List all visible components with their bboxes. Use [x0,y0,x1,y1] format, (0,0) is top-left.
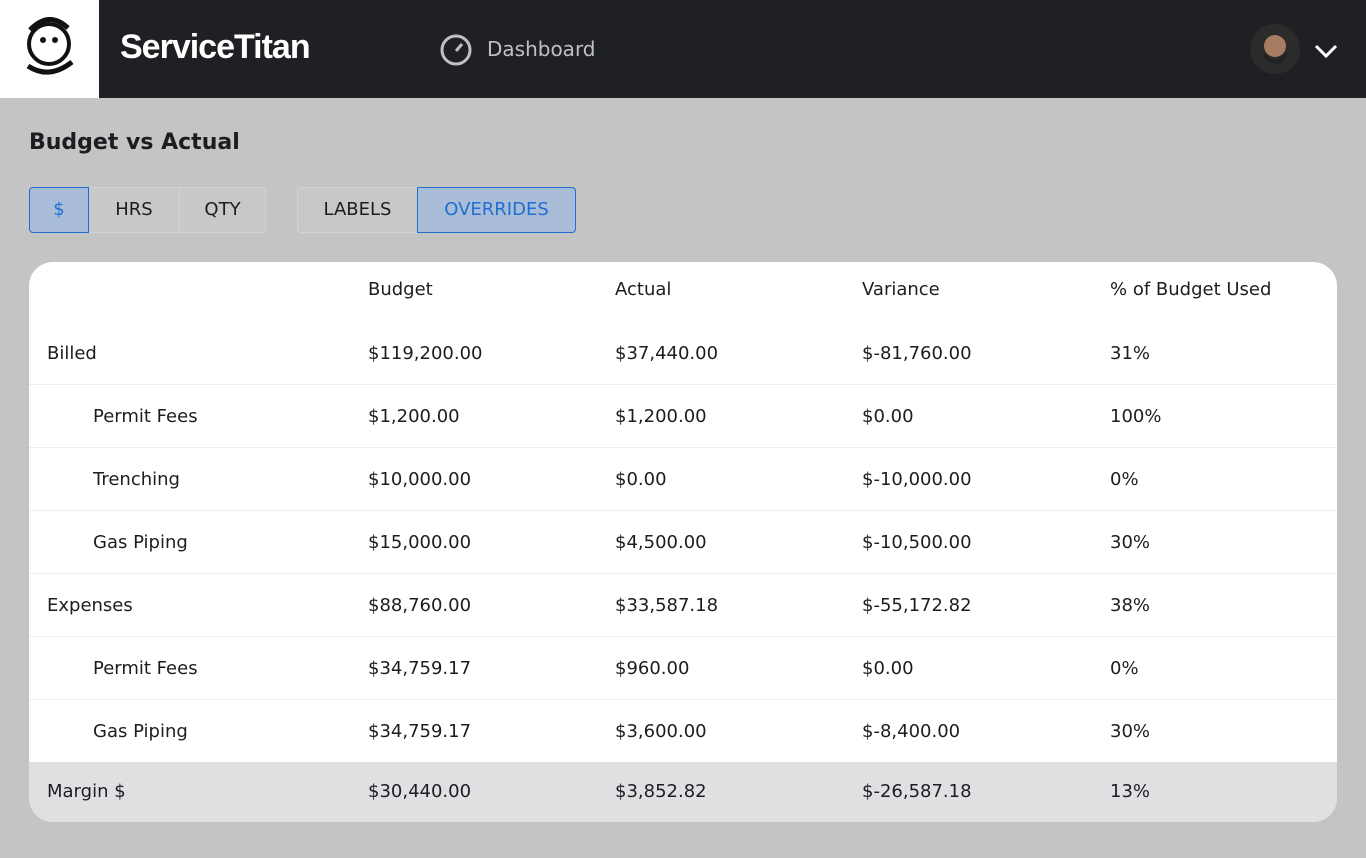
row-label: Gas Piping [93,532,188,553]
top-bar: ServiceTitan Dashboard [0,0,1366,98]
row-label: Margin $ [47,781,126,802]
cell-value: $-8,400.00 [862,721,961,742]
toggle-button[interactable]: LABELS [297,187,418,233]
cell-value: 13% [1110,781,1151,802]
cell-value: $-26,587.18 [862,781,972,802]
cell-value: $37,440.00 [615,343,719,364]
page-title: Budget vs Actual [29,130,240,155]
cell-value: $33,587.18 [615,595,719,616]
row-label: Expenses [47,595,133,616]
dashboard-icon [440,34,472,66]
column-header: Variance [862,279,940,300]
logo-mark [26,17,74,75]
toggle-button[interactable]: QTY [179,187,266,233]
cell-value: 30% [1110,721,1151,742]
unit-toggle: $ HRS QTY [29,187,266,233]
view-toggle: LABELS OVERRIDES [297,187,576,233]
total-row: Margin $ $30,440.00 $3,852.82 $-26,587.18 13… [29,762,1337,822]
row-label: Permit Fees [93,658,198,679]
group-row: Expenses $88,760.00 $33,587.18 $-55,172.82 3… [29,574,1337,637]
item-row: Gas Piping $15,000.00 $4,500.00 $-10,500.00… [29,511,1337,574]
cell-value: 31% [1110,343,1151,364]
cell-value: $10,000.00 [368,469,472,490]
cell-value: $15,000.00 [368,532,472,553]
column-header: Budget [368,279,433,300]
cell-value: $88,760.00 [368,595,472,616]
toggle-button[interactable]: $ [29,187,89,233]
column-header: % of Budget Used [1110,279,1272,300]
cell-value: $119,200.00 [368,343,483,364]
item-row: Gas Piping $34,759.17 $3,600.00 $-8,400.00 3… [29,700,1337,763]
cell-value: 0% [1110,658,1139,679]
cell-value: $-55,172.82 [862,595,972,616]
cell-value: $34,759.17 [368,658,472,679]
cell-value: $3,852.82 [615,781,707,802]
cell-value: 38% [1110,595,1151,616]
cell-value: $-10,000.00 [862,469,972,490]
item-row: Permit Fees $34,759.17 $960.00 $0.00 0% [29,637,1337,700]
cell-value: $-10,500.00 [862,532,972,553]
cell-value: $1,200.00 [615,406,707,427]
cell-value: $-81,760.00 [862,343,972,364]
cell-value: 30% [1110,532,1151,553]
cell-value: $3,600.00 [615,721,707,742]
column-header: Actual [615,279,672,300]
row-label: Permit Fees [93,406,198,427]
logo[interactable] [0,0,99,98]
cell-value: 0% [1110,469,1139,490]
row-label: Billed [47,343,97,364]
group-row: Billed $119,200.00 $37,440.00 $-81,760.00 31… [29,322,1337,385]
avatar[interactable] [1250,24,1300,74]
item-row: Permit Fees $1,200.00 $1,200.00 $0.00 100% [29,385,1337,448]
row-label: Trenching [93,469,180,490]
cell-value: 100% [1110,406,1162,427]
toggle-button[interactable]: OVERRIDES [417,187,576,233]
item-row: Trenching $10,000.00 $0.00 $-10,000.00 0% [29,448,1337,511]
budget-table: Budget Actual Variance % of Budget Used Bill… [29,262,1337,822]
brand[interactable]: ServiceTitan [120,28,311,66]
cell-value: $960.00 [615,658,690,679]
row-label: Gas Piping [93,721,188,742]
nav-dashboard[interactable]: Dashboard [487,37,596,61]
cell-value: $30,440.00 [368,781,472,802]
cell-value: $0.00 [615,469,667,490]
cell-value: $34,759.17 [368,721,472,742]
cell-value: $4,500.00 [615,532,707,553]
cell-value: $0.00 [862,658,914,679]
toggle-button[interactable]: HRS [88,187,180,233]
menu-caret[interactable] [1314,42,1338,62]
cell-value: $0.00 [862,406,914,427]
cell-value: $1,200.00 [368,406,460,427]
